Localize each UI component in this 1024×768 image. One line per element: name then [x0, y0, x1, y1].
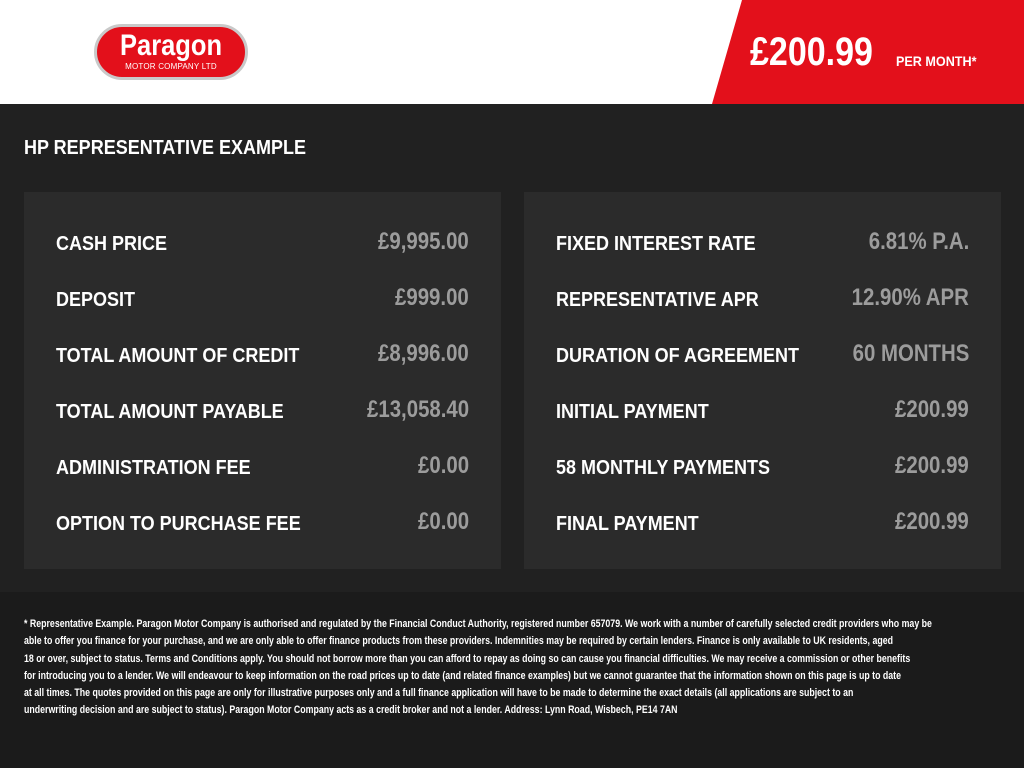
finance-label: FIXED INTEREST RATE	[556, 233, 756, 255]
finance-row: CASH PRICE £9,995.00	[24, 225, 501, 281]
finance-row: TOTAL AMOUNT PAYABLE £13,058.40	[24, 393, 501, 449]
finance-label: CASH PRICE	[56, 233, 168, 255]
finance-label: FINAL PAYMENT	[556, 513, 699, 535]
finance-row: INITIAL PAYMENT £200.99	[524, 393, 1001, 449]
finance-value: £999.00	[395, 284, 469, 311]
finance-label: INITIAL PAYMENT	[556, 401, 709, 423]
finance-row: FINAL PAYMENT £200.99	[524, 505, 1001, 561]
finance-label: 58 MONTHLY PAYMENTS	[556, 457, 771, 479]
finance-value: £200.99	[895, 508, 969, 535]
finance-value: £13,058.40	[366, 396, 469, 423]
finance-label: DURATION OF AGREEMENT	[556, 345, 799, 367]
finance-label: TOTAL AMOUNT PAYABLE	[56, 401, 284, 423]
finance-value: £0.00	[417, 508, 469, 535]
finance-value: £0.00	[417, 452, 469, 479]
finance-row: DEPOSIT £999.00	[24, 281, 501, 337]
finance-row: REPRESENTATIVE APR 12.90% APR	[524, 281, 1001, 337]
finance-row: FIXED INTEREST RATE 6.81% P.A.	[524, 225, 1001, 281]
finance-value: 12.90% APR	[851, 284, 969, 311]
disclaimer: * Representative Example. Paragon Motor …	[0, 592, 1024, 768]
finance-value: £200.99	[895, 396, 969, 423]
per-month-label: PER MONTH*	[896, 53, 977, 69]
finance-panel-left: CASH PRICE £9,995.00 DEPOSIT £999.00 TOTAL A…	[24, 192, 501, 569]
disclaimer-line: underwriting decision and are subject to…	[24, 704, 678, 717]
finance-row: DURATION OF AGREEMENT 60 MONTHS	[524, 337, 1001, 393]
disclaimer-line: * Representative Example. Paragon Motor …	[24, 618, 932, 630]
section-title: HP REPRESENTATIVE EXAMPLE	[24, 137, 307, 159]
disclaimer-line: at all times. The quotes provided on thi…	[24, 687, 854, 700]
finance-label: OPTION TO PURCHASE FEE	[56, 513, 301, 535]
finance-value: £9,995.00	[378, 228, 469, 255]
price-panel	[712, 0, 1024, 104]
finance-row: OPTION TO PURCHASE FEE £0.00	[24, 505, 501, 561]
finance-label: REPRESENTATIVE APR	[556, 289, 759, 311]
logo-text: Paragon	[119, 29, 223, 62]
monthly-price: £200.99	[750, 30, 873, 74]
finance-value: 60 MONTHS	[852, 340, 969, 367]
finance-label: ADMINISTRATION FEE	[56, 457, 251, 479]
disclaimer-line: for introducing you to a lender. We will…	[24, 669, 902, 682]
finance-row: ADMINISTRATION FEE £0.00	[24, 449, 501, 505]
disclaimer-line: 18 or over, subject to status. Terms and…	[24, 652, 911, 665]
logo-subtext: MOTOR COMPANY LTD	[125, 62, 217, 71]
finance-row: TOTAL AMOUNT OF CREDIT £8,996.00	[24, 337, 501, 393]
finance-row: 58 MONTHLY PAYMENTS £200.99	[524, 449, 1001, 505]
finance-value: £8,996.00	[378, 340, 469, 367]
finance-label: TOTAL AMOUNT OF CREDIT	[56, 345, 300, 367]
finance-panel-right: FIXED INTEREST RATE 6.81% P.A. REPRESENTAT…	[524, 192, 1001, 569]
paragon-logo[interactable]: Paragon MOTOR COMPANY LTD	[94, 24, 248, 80]
finance-label: DEPOSIT	[56, 289, 136, 311]
finance-value: 6.81% P.A.	[868, 228, 969, 255]
disclaimer-line: able to offer you finance for your purch…	[24, 635, 893, 648]
finance-value: £200.99	[895, 452, 969, 479]
